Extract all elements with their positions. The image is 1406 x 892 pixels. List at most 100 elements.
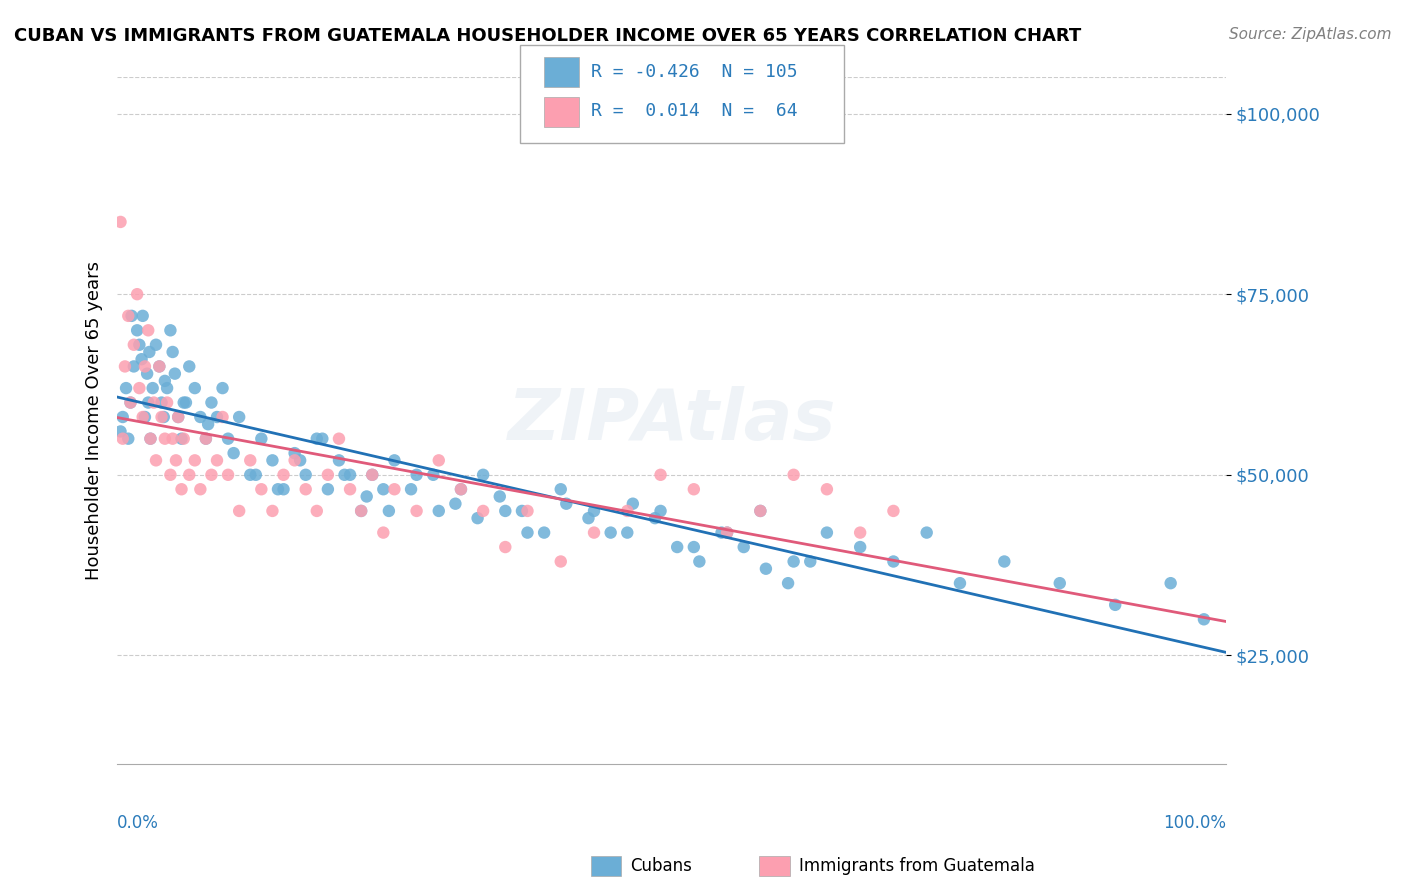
Point xyxy=(239,453,262,467)
Point xyxy=(134,359,156,374)
Point xyxy=(467,511,489,525)
Point xyxy=(150,395,173,409)
Point xyxy=(361,467,384,482)
Point xyxy=(621,497,644,511)
Point xyxy=(205,453,228,467)
Point xyxy=(294,467,316,482)
Point xyxy=(184,453,207,467)
Point xyxy=(162,345,184,359)
Point xyxy=(450,482,472,496)
Point xyxy=(273,467,295,482)
Point xyxy=(250,432,273,446)
Point xyxy=(516,525,538,540)
Point xyxy=(200,395,222,409)
Point xyxy=(294,482,316,496)
Point xyxy=(115,381,138,395)
Point xyxy=(510,504,533,518)
Point xyxy=(139,432,162,446)
Point xyxy=(422,467,444,482)
Point xyxy=(305,432,328,446)
Point xyxy=(733,540,755,554)
Point xyxy=(120,395,142,409)
Point xyxy=(1049,576,1071,591)
Point xyxy=(644,511,666,525)
Point xyxy=(184,381,207,395)
Text: Source: ZipAtlas.com: Source: ZipAtlas.com xyxy=(1229,27,1392,42)
Point xyxy=(217,467,239,482)
Point xyxy=(162,432,184,446)
Point xyxy=(882,504,904,518)
Text: R = -0.426  N = 105: R = -0.426 N = 105 xyxy=(591,63,797,81)
Point xyxy=(148,359,170,374)
Point xyxy=(284,453,307,467)
Point xyxy=(782,467,804,482)
Point xyxy=(159,323,181,337)
Y-axis label: Householder Income Over 65 years: Householder Income Over 65 years xyxy=(86,261,103,580)
Point xyxy=(156,395,179,409)
Point xyxy=(127,287,149,301)
Point xyxy=(228,504,250,518)
Text: Immigrants from Guatemala: Immigrants from Guatemala xyxy=(799,857,1035,875)
Point xyxy=(494,540,516,554)
Point xyxy=(156,381,179,395)
Point xyxy=(150,409,173,424)
Point xyxy=(710,525,733,540)
Point xyxy=(328,453,350,467)
Point xyxy=(159,467,181,482)
Point xyxy=(117,432,139,446)
Point xyxy=(472,467,495,482)
Point xyxy=(815,482,838,496)
Point xyxy=(778,576,800,591)
Point xyxy=(131,409,153,424)
Point xyxy=(128,381,150,395)
Point xyxy=(356,490,378,504)
Point xyxy=(378,504,401,518)
Point xyxy=(138,345,160,359)
Point xyxy=(205,409,228,424)
Point xyxy=(384,482,406,496)
Point xyxy=(516,504,538,518)
Point xyxy=(170,432,193,446)
Point xyxy=(131,309,153,323)
Point xyxy=(211,409,233,424)
Point xyxy=(682,540,704,554)
Point xyxy=(444,497,467,511)
Point xyxy=(427,504,450,518)
Point xyxy=(650,467,672,482)
Point xyxy=(450,482,472,496)
Point xyxy=(472,504,495,518)
Point xyxy=(179,467,201,482)
Text: 100.0%: 100.0% xyxy=(1163,814,1226,832)
Point xyxy=(217,432,239,446)
Point xyxy=(582,525,605,540)
Point xyxy=(316,467,339,482)
Point xyxy=(555,497,578,511)
Point xyxy=(328,432,350,446)
Point xyxy=(122,359,145,374)
Point xyxy=(1104,598,1126,612)
Point xyxy=(599,525,621,540)
Point xyxy=(211,381,233,395)
Point xyxy=(110,425,132,439)
Point xyxy=(350,504,373,518)
Point xyxy=(799,554,821,568)
Point xyxy=(167,409,190,424)
Point xyxy=(533,525,555,540)
Point xyxy=(152,409,174,424)
Point xyxy=(716,525,738,540)
Point xyxy=(122,337,145,351)
Point xyxy=(373,525,395,540)
Point xyxy=(136,323,159,337)
Text: Cubans: Cubans xyxy=(630,857,692,875)
Point xyxy=(197,417,219,432)
Text: CUBAN VS IMMIGRANTS FROM GUATEMALA HOUSEHOLDER INCOME OVER 65 YEARS CORRELATION : CUBAN VS IMMIGRANTS FROM GUATEMALA HOUSE… xyxy=(14,27,1081,45)
Point xyxy=(167,409,190,424)
Point xyxy=(111,409,134,424)
Point xyxy=(179,359,201,374)
Point xyxy=(228,409,250,424)
Point xyxy=(339,467,361,482)
Point xyxy=(145,337,167,351)
Point xyxy=(1160,576,1182,591)
Point xyxy=(194,432,217,446)
Point xyxy=(117,309,139,323)
